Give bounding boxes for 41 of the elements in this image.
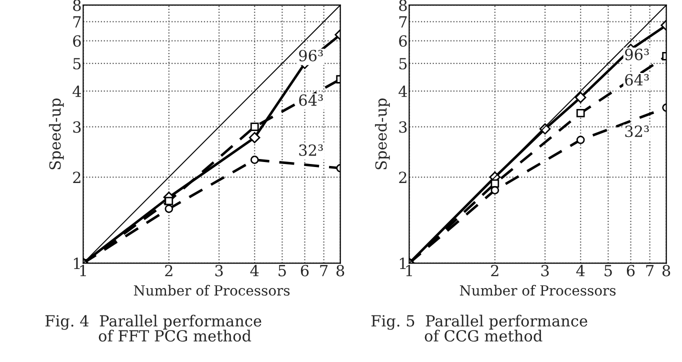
x-tick-label: 8 bbox=[662, 264, 670, 276]
y-tick-label: 6 bbox=[399, 35, 407, 47]
series-label: 96³ bbox=[299, 50, 323, 62]
x-tick-label: 8 bbox=[336, 264, 344, 276]
y-tick-label: 5 bbox=[73, 58, 81, 70]
y-tick-label: 7 bbox=[73, 16, 81, 28]
x-tick-label: 2 bbox=[165, 264, 172, 276]
y-tick-label: 5 bbox=[399, 58, 407, 70]
x-tick-label: 5 bbox=[604, 265, 612, 276]
series-label: 32³ bbox=[625, 126, 649, 138]
x-tick-label: 3 bbox=[541, 264, 549, 276]
caption: Fig. 4 Parallel performance of FFT PCG method bbox=[45, 314, 262, 342]
x-tick-label: 6 bbox=[300, 264, 309, 276]
caption: Fig. 5 Parallel performance of CCG method bbox=[371, 314, 588, 342]
y-tick-label: 8 bbox=[73, 0, 81, 12]
y-tick-label: 2 bbox=[73, 172, 80, 183]
y-axis-title: Speed-up bbox=[48, 98, 64, 170]
x-axis-title: Number of Processors bbox=[460, 284, 616, 296]
x-tick-label: 5 bbox=[278, 265, 286, 276]
x-tick-label: 4 bbox=[576, 264, 585, 276]
x-tick-label: 3 bbox=[215, 264, 223, 276]
x-axis-title: Number of Processors bbox=[134, 284, 290, 296]
y-tick-label: 4 bbox=[398, 86, 408, 97]
y-tick-label: 3 bbox=[73, 121, 81, 133]
y-tick-label: 1 bbox=[74, 258, 80, 269]
x-tick-label: 7 bbox=[646, 265, 654, 276]
series-label: 64³ bbox=[625, 74, 649, 86]
x-tick-label: 4 bbox=[250, 264, 259, 276]
x-tick-label: 6 bbox=[626, 264, 635, 276]
y-tick-label: 6 bbox=[73, 35, 81, 47]
y-tick-label: 8 bbox=[399, 0, 407, 12]
y-tick-label: 1 bbox=[400, 258, 406, 269]
x-tick-label: 7 bbox=[320, 265, 328, 276]
y-axis-title: Speed-up bbox=[374, 98, 390, 170]
x-tick-label: 2 bbox=[491, 264, 498, 276]
series-label: 64³ bbox=[299, 94, 323, 106]
y-tick-label: 3 bbox=[399, 121, 407, 133]
y-tick-label: 4 bbox=[72, 86, 82, 97]
y-tick-label: 2 bbox=[399, 172, 406, 183]
y-tick-label: 7 bbox=[399, 16, 407, 28]
series-label: 32³ bbox=[299, 144, 323, 156]
